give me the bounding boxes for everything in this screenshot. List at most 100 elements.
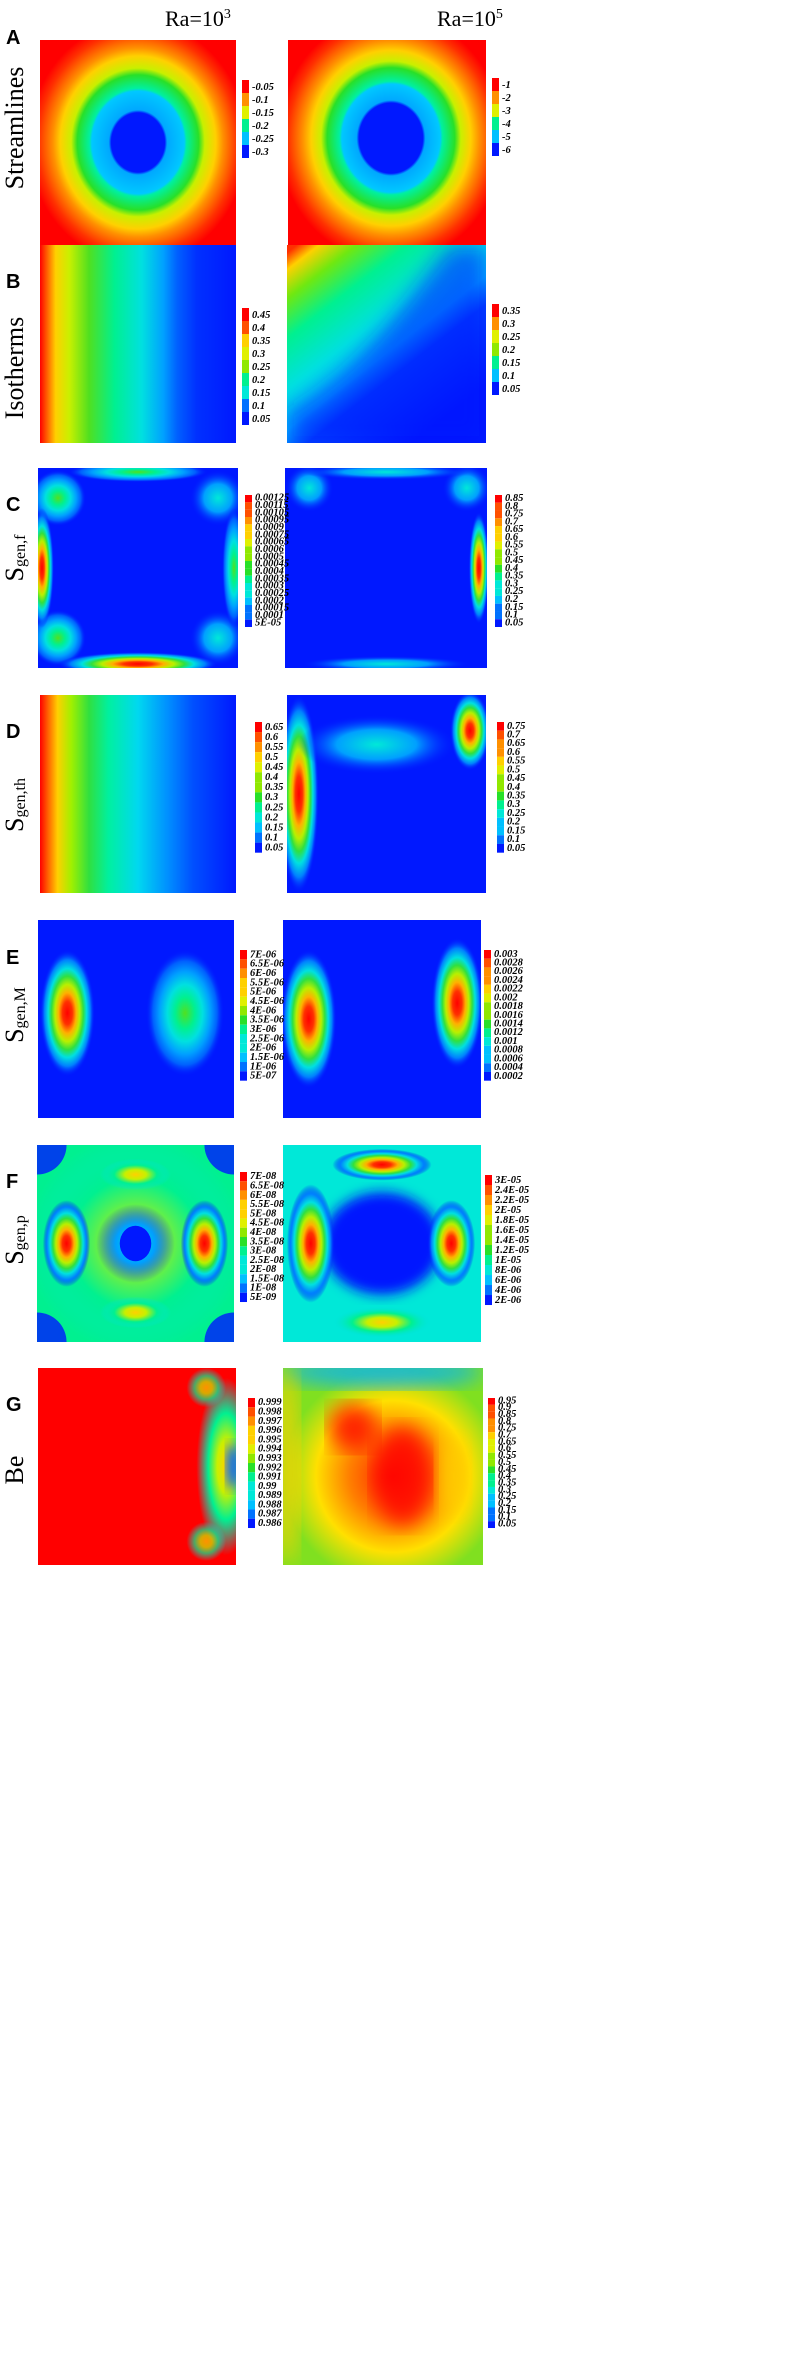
legend-label: 0.1	[507, 834, 520, 845]
legend-label: 0.0014	[494, 1018, 523, 1029]
legend-swatch	[495, 518, 502, 527]
legend-label: 0.2	[265, 812, 279, 823]
legend-swatch	[242, 321, 249, 334]
row-letter: E	[6, 947, 19, 969]
legend-swatch	[488, 1466, 495, 1474]
legend-label: 0.986	[258, 1518, 282, 1529]
legend-swatch	[485, 1175, 492, 1186]
row-title: Sgen,p	[0, 1215, 29, 1265]
legend-label: 0.00105	[255, 507, 289, 518]
legend-swatch	[484, 993, 491, 1003]
legend-swatch	[495, 595, 502, 604]
legend-swatch	[242, 106, 249, 119]
legend-label: -0.1	[252, 95, 269, 106]
legend-label: 0.3	[502, 319, 515, 330]
legend-swatch	[485, 1295, 492, 1306]
legend-swatch	[255, 722, 262, 733]
panel-a-left	[40, 40, 236, 258]
legend-label: -0.2	[252, 121, 269, 132]
legend-label: 0.25	[502, 332, 520, 343]
legend-label: 3.5E-08	[249, 1236, 285, 1247]
legend-label: 0.001	[494, 1036, 518, 1047]
legend-label: 4E-06	[249, 1005, 277, 1016]
legend-swatch	[245, 524, 252, 532]
legend-swatch	[488, 1514, 495, 1522]
legend-b-left: 0.45 0.4 0.35 0.3 0.25 0.2 0.15 0.1 0.05	[242, 308, 270, 425]
legend-swatch	[488, 1425, 495, 1433]
legend-label: 0.0026	[494, 966, 524, 977]
legend-label: -5	[502, 132, 511, 143]
legend-label: 0.992	[258, 1462, 282, 1473]
legend-label: 2.5E-06	[249, 1033, 285, 1044]
legend-swatch	[245, 546, 252, 554]
column-header-1: Ra=103	[165, 6, 231, 31]
legend-swatch	[245, 553, 252, 561]
legend-label: -1	[502, 80, 511, 91]
legend-label: 0.1	[505, 610, 518, 621]
legend-b-right: 0.35 0.3 0.25 0.2 0.15 0.1 0.05	[492, 304, 520, 395]
legend-swatch	[248, 1398, 255, 1408]
legend-swatch	[240, 1283, 247, 1293]
legend-swatch	[484, 984, 491, 994]
row-title: Streamlines	[0, 67, 29, 190]
legend-swatch	[242, 119, 249, 132]
legend-label: 0.999	[258, 1397, 282, 1408]
legend-label: 2E-06	[494, 1295, 522, 1306]
panel-d-left	[40, 695, 236, 893]
row-title: Sgen,M	[0, 987, 29, 1043]
legend-label: 6.5E-06	[250, 959, 285, 970]
legend-swatch	[485, 1195, 492, 1206]
legend-swatch	[495, 580, 502, 589]
legend-label: 0.65	[498, 1436, 516, 1447]
legend-swatch	[492, 343, 499, 356]
legend-swatch	[484, 976, 491, 985]
legend-label: 1.6E-05	[495, 1225, 529, 1236]
legend-label: 0.00025	[255, 588, 289, 599]
panel-c-left	[38, 468, 238, 668]
legend-swatch	[255, 792, 262, 803]
legend-swatch	[485, 1245, 492, 1256]
legend-label: 0.05	[507, 843, 525, 854]
legend-label: 0.45	[507, 773, 525, 784]
legend-label: 2E-05	[494, 1205, 521, 1216]
legend-swatch	[248, 1416, 255, 1426]
legend-swatch	[248, 1444, 255, 1454]
legend-c-right: 0.850.80.750.70.650.60.550.50.450.40.350…	[495, 493, 523, 628]
legend-label: 0.0022	[494, 984, 524, 995]
legend-swatch	[248, 1463, 255, 1473]
legend-label: 3E-06	[249, 1024, 277, 1035]
legend-label: 0.8	[505, 501, 519, 512]
legend-label: 0.00075	[255, 529, 289, 540]
legend-label: 0.002	[494, 992, 518, 1003]
legend-label: 0.3	[498, 1484, 511, 1495]
legend-label: 0.45	[498, 1464, 516, 1475]
legend-swatch	[497, 791, 504, 801]
legend-swatch	[484, 1019, 491, 1029]
legend-label: 6E-06	[250, 968, 277, 979]
row-letter: F	[6, 1171, 18, 1193]
legend-label: 0.1	[498, 1512, 511, 1523]
legend-swatch	[492, 130, 499, 143]
legend-swatch	[240, 1237, 247, 1247]
legend-swatch	[492, 304, 499, 317]
legend-swatch	[240, 987, 247, 997]
legend-swatch	[488, 1452, 495, 1460]
row-title: Sgen,th	[0, 778, 29, 832]
legend-swatch	[240, 1292, 247, 1303]
legend-label: 0.1	[502, 371, 515, 382]
legend-label: 0.7	[498, 1430, 512, 1441]
legend-label: 0.0006	[494, 1053, 524, 1064]
legend-label: 0.0003	[255, 581, 284, 592]
legend-label: 0.7	[505, 516, 519, 527]
legend-swatch	[242, 386, 249, 399]
legend-swatch	[488, 1507, 495, 1515]
column-header-2: Ra=105	[437, 6, 503, 31]
legend-label: 0.15	[252, 388, 270, 399]
legend-label: 1.2E-05	[495, 1245, 529, 1256]
legend-label: 0.55	[505, 540, 523, 551]
legend-label: 0.8	[498, 1416, 512, 1427]
row-title: Isotherms	[0, 317, 29, 420]
legend-label: 0.00045	[255, 559, 289, 570]
legend-label: 0.15	[498, 1505, 516, 1516]
legend-label: 6E-06	[495, 1275, 522, 1286]
